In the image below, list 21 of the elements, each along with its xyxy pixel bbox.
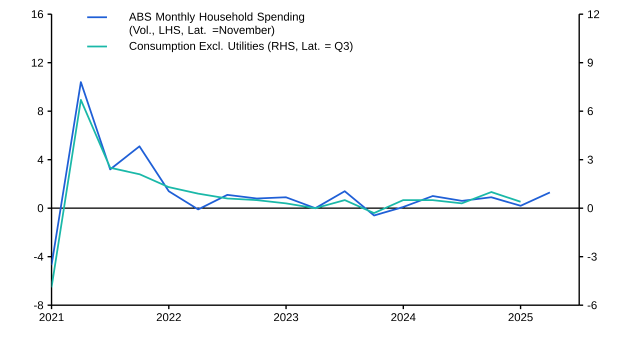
y2-tick-label: -6 [588, 300, 597, 309]
x-tick-label: 2023 [274, 312, 298, 321]
y2-tick-label: -3 [588, 252, 597, 260]
y-tick-label: -4 [34, 252, 44, 260]
x-tick-label: 2021 [40, 312, 64, 321]
x-tick-label: 2025 [508, 312, 533, 321]
y2-tick-label: 9 [588, 58, 593, 66]
y2-tick-label: 12 [588, 10, 600, 18]
x-tick-label: 2024 [391, 312, 416, 321]
legend-label: ABS Monthly Household Spending (Vol., LHS, Lat. =November) [128, 12, 304, 36]
legend-label: Consumption Excl. Utilities (RHS, Lat. = Q3) [130, 41, 353, 52]
y2-tick-label: 3 [588, 155, 593, 164]
y-tick-label: 8 [38, 106, 44, 115]
y-tick-label: 16 [32, 10, 44, 18]
y2-tick-label: 0 [588, 204, 593, 212]
y-tick-label: 12 [32, 58, 44, 66]
y-tick-label: 4 [38, 156, 44, 164]
y-tick-label: -8 [34, 300, 44, 309]
y-tick-label: 0 [38, 204, 44, 212]
x-tick-label: 2022 [156, 312, 181, 321]
y2-tick-label: 6 [588, 106, 593, 115]
